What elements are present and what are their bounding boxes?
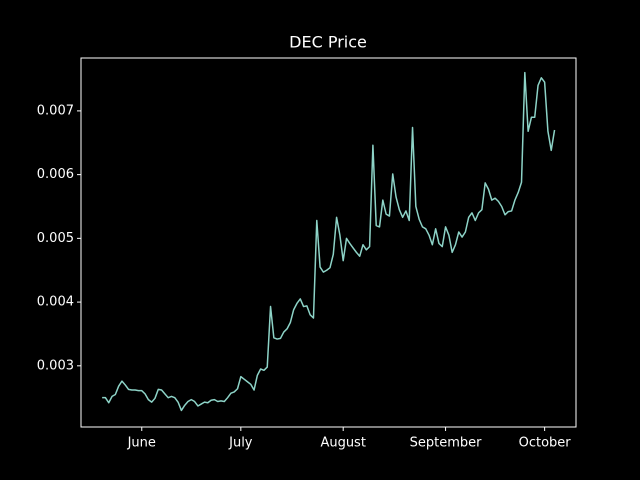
x-tick-label: October xyxy=(519,436,572,451)
y-tick-label: 0.004 xyxy=(37,295,74,310)
price-line xyxy=(102,71,556,412)
chart-title: DEC Price xyxy=(289,33,367,52)
y-tick-label: 0.005 xyxy=(37,231,74,246)
x-tick-label: September xyxy=(410,436,483,451)
y-tick-label: 0.007 xyxy=(37,103,74,118)
y-tick-label: 0.003 xyxy=(37,358,74,373)
x-tick-label: August xyxy=(320,436,366,451)
y-tick-label: 0.006 xyxy=(37,167,74,182)
x-tick-label: July xyxy=(228,436,253,451)
x-tick-label: June xyxy=(127,436,156,451)
axes-frame xyxy=(80,57,577,428)
